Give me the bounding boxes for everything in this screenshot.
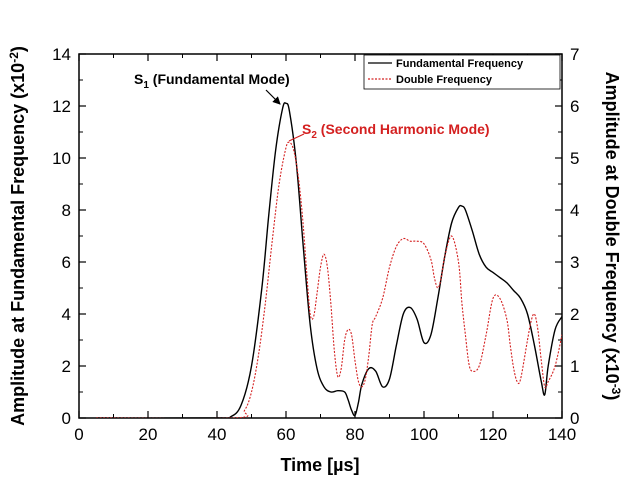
y-axis-right-title-main: Amplitude at Double Frequency (x10 [602, 72, 622, 384]
x-axis: 0 20 40 60 80 100 120 140 [74, 54, 576, 444]
annotation-s1-arrow [265, 89, 281, 105]
x-tick-label: 20 [139, 425, 158, 444]
y-axis-right-title-close: ) [602, 394, 622, 400]
x-tick-label: 120 [479, 425, 507, 444]
y-left-tick-label: 12 [52, 97, 71, 116]
legend-label-fundamental: Fundamental Frequency [396, 58, 524, 70]
x-tick-label: 80 [346, 425, 365, 444]
annotation-s2-sub: 2 [311, 130, 317, 141]
y-axis-left-title-close: ) [8, 46, 28, 52]
y-axis-right-title-exp: -3 [609, 384, 623, 395]
x-tick-label: 100 [410, 425, 438, 444]
legend-box [363, 54, 561, 90]
series-layer [96, 102, 562, 418]
y-right-tick-label: 2 [570, 305, 579, 324]
y-axis-right-title: Amplitude at Double Frequency (x10-3) [602, 72, 623, 401]
y-right-tick-label: 4 [570, 201, 579, 220]
y-left-tick-label: 0 [62, 409, 71, 428]
y-left-tick-label: 10 [52, 149, 71, 168]
y-axis-left: 0 2 4 6 8 10 12 14 [52, 45, 86, 428]
y-axis-right: 0 1 2 3 4 5 6 7 [555, 45, 579, 428]
series-line-fundamental [96, 102, 562, 418]
y-right-tick-label: 5 [570, 149, 579, 168]
x-tick-label: 0 [74, 425, 83, 444]
y-left-tick-label: 6 [62, 253, 71, 272]
legend-label-double: Double Frequency [396, 74, 493, 86]
annotation-s2: S2 (Second Harmonic Mode) [302, 121, 490, 141]
annotation-s2-arrow [288, 133, 305, 142]
y-right-tick-label: 1 [570, 357, 579, 376]
annotation-s1: S1 (Fundamental Mode) [134, 71, 290, 91]
x-tick-label: 40 [208, 425, 227, 444]
legend: Fundamental Frequency Double Frequency [363, 54, 561, 90]
y-left-tick-label: 4 [62, 305, 71, 324]
annotation-s2-rest: (Second Harmonic Mode) [317, 121, 490, 137]
x-axis-title: Time [µs] [280, 455, 359, 475]
y-left-tick-label: 2 [62, 357, 71, 376]
y-right-tick-label: 0 [570, 409, 579, 428]
annotation-s2-main: S [302, 121, 311, 137]
y-right-tick-label: 7 [570, 45, 579, 64]
plot-frame [78, 53, 563, 419]
y-left-tick-label: 14 [52, 45, 71, 64]
y-right-tick-label: 3 [570, 253, 579, 272]
y-left-tick-label: 8 [62, 201, 71, 220]
y-axis-left-title-main: Amplitude at Fundamental Frequency (x10 [8, 63, 28, 426]
series-line-double [96, 141, 562, 418]
y-axis-left-title-exp: -2 [7, 52, 21, 63]
x-tick-label: 60 [277, 425, 296, 444]
x-tick-label: 140 [548, 425, 576, 444]
annotation-s1-rest: (Fundamental Mode) [149, 71, 290, 87]
annotation-s1-sub: 1 [143, 80, 149, 91]
y-axis-left-title: Amplitude at Fundamental Frequency (x10-… [7, 46, 28, 426]
y-right-tick-label: 6 [570, 97, 579, 116]
annotation-s1-main: S [134, 71, 143, 87]
